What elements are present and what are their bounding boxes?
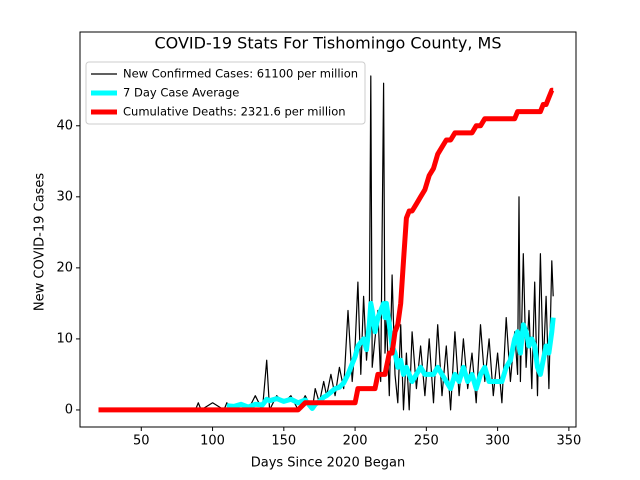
chart-title: COVID-19 Stats For Tishomingo County, MS [154,34,501,53]
y-tick-label: 20 [56,260,73,275]
x-axis-label: Days Since 2020 Began [251,456,406,471]
y-tick-label: 0 [65,402,73,417]
legend-label: 7 Day Case Average [123,86,239,100]
x-tick-label: 100 [200,434,225,449]
x-tick-label: 250 [414,434,439,449]
series-line [98,75,554,411]
legend-box [85,61,366,125]
y-tick-label: 10 [56,331,73,346]
x-tick-label: 200 [343,434,368,449]
legend-label: New Confirmed Cases: 61100 per million [123,67,358,81]
series-line [98,87,555,413]
y-axis-label: New COVID-19 Cases [33,173,48,311]
x-tick-label: 350 [556,434,581,449]
y-tick-label: 40 [56,118,73,133]
y-tick-label: 30 [56,189,73,204]
plot-frame [79,31,577,428]
x-tick-label: 300 [485,434,510,449]
x-tick-label: 50 [133,434,150,449]
x-tick-label: 150 [271,434,296,449]
legend-label: Cumulative Deaths: 2321.6 per million [123,105,346,119]
